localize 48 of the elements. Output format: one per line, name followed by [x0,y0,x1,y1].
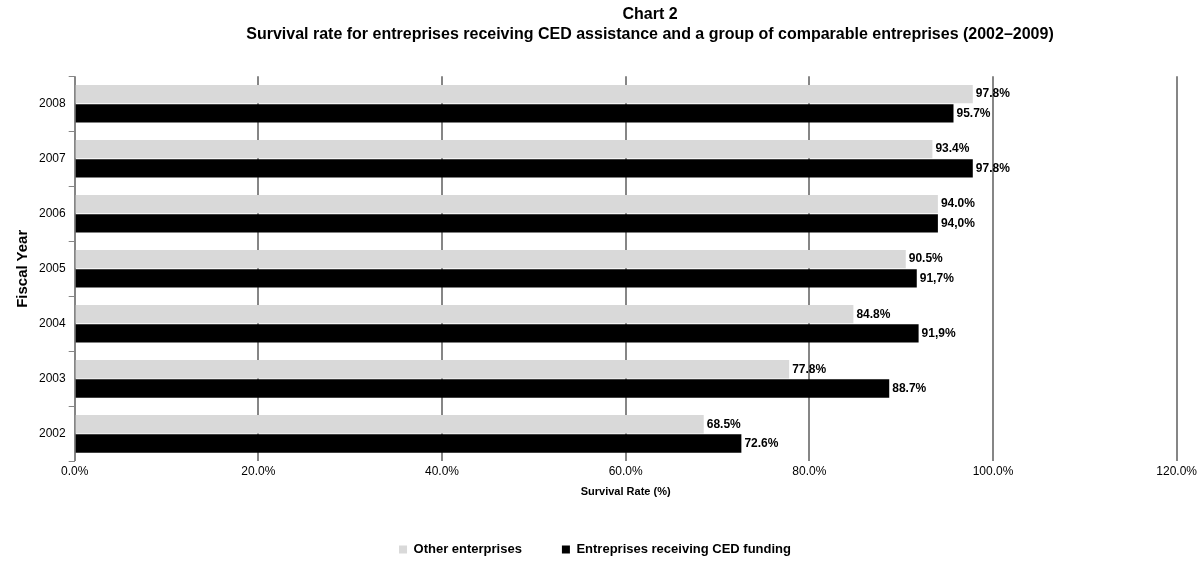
bar [75,379,890,398]
x-tick-label: 100.0% [972,463,1014,478]
x-axis-title: Survival Rate (%) [580,485,671,498]
y-axis-title: Fiscal Year [13,229,31,308]
bar [75,159,973,178]
y-tick-label: 2002 [38,426,67,441]
data-label: 97.8% [975,86,1011,101]
bar [75,194,938,214]
bar [75,269,917,288]
data-label: 95.7% [956,105,991,120]
data-label: 90.5% [908,251,944,266]
y-tick-label: 2005 [38,261,67,276]
y-tick-label: 2006 [38,206,67,221]
bar [75,415,704,434]
legend-label: Entreprises receiving CED funding [576,541,792,557]
bar [75,324,919,343]
bar [75,84,973,104]
data-label: 72.6% [744,435,779,450]
chart-title: Chart 2 [621,4,679,24]
y-tick-label: 2004 [38,316,67,331]
data-label: 88.7% [892,380,927,395]
data-label: 77.8% [792,361,827,376]
data-label: 84.8% [856,306,891,321]
bar [75,104,954,123]
x-tick-label: 20.0% [241,463,276,478]
data-label: 91,7% [919,270,955,285]
x-tick-label: 80.0% [792,463,827,478]
x-tick-label: 40.0% [425,463,460,478]
data-label: 93.4% [935,141,970,156]
bar [75,434,742,453]
x-tick-label: 0.0% [61,463,89,478]
y-tick-label: 2003 [38,371,67,386]
bar [75,305,854,324]
bar [75,139,933,159]
data-label: 94,0% [940,215,976,230]
x-tick-label: 120.0% [1156,463,1198,478]
legend-label: Other enterprises [413,541,522,557]
x-tick-label: 60.0% [608,463,644,478]
data-label: 94.0% [940,196,976,211]
bar [75,360,790,379]
chart-subtitle: Survival rate for entreprises receiving CED assistance and a group of comparable entreprises (2002–2009) [245,24,1055,44]
bar [75,250,906,269]
data-label: 97.8% [975,160,1011,175]
y-tick-label: 2007 [38,151,67,166]
data-label: 68.5% [706,416,742,431]
bar [75,214,938,233]
data-label: 91,9% [921,325,956,340]
y-tick-label: 2008 [38,96,67,111]
